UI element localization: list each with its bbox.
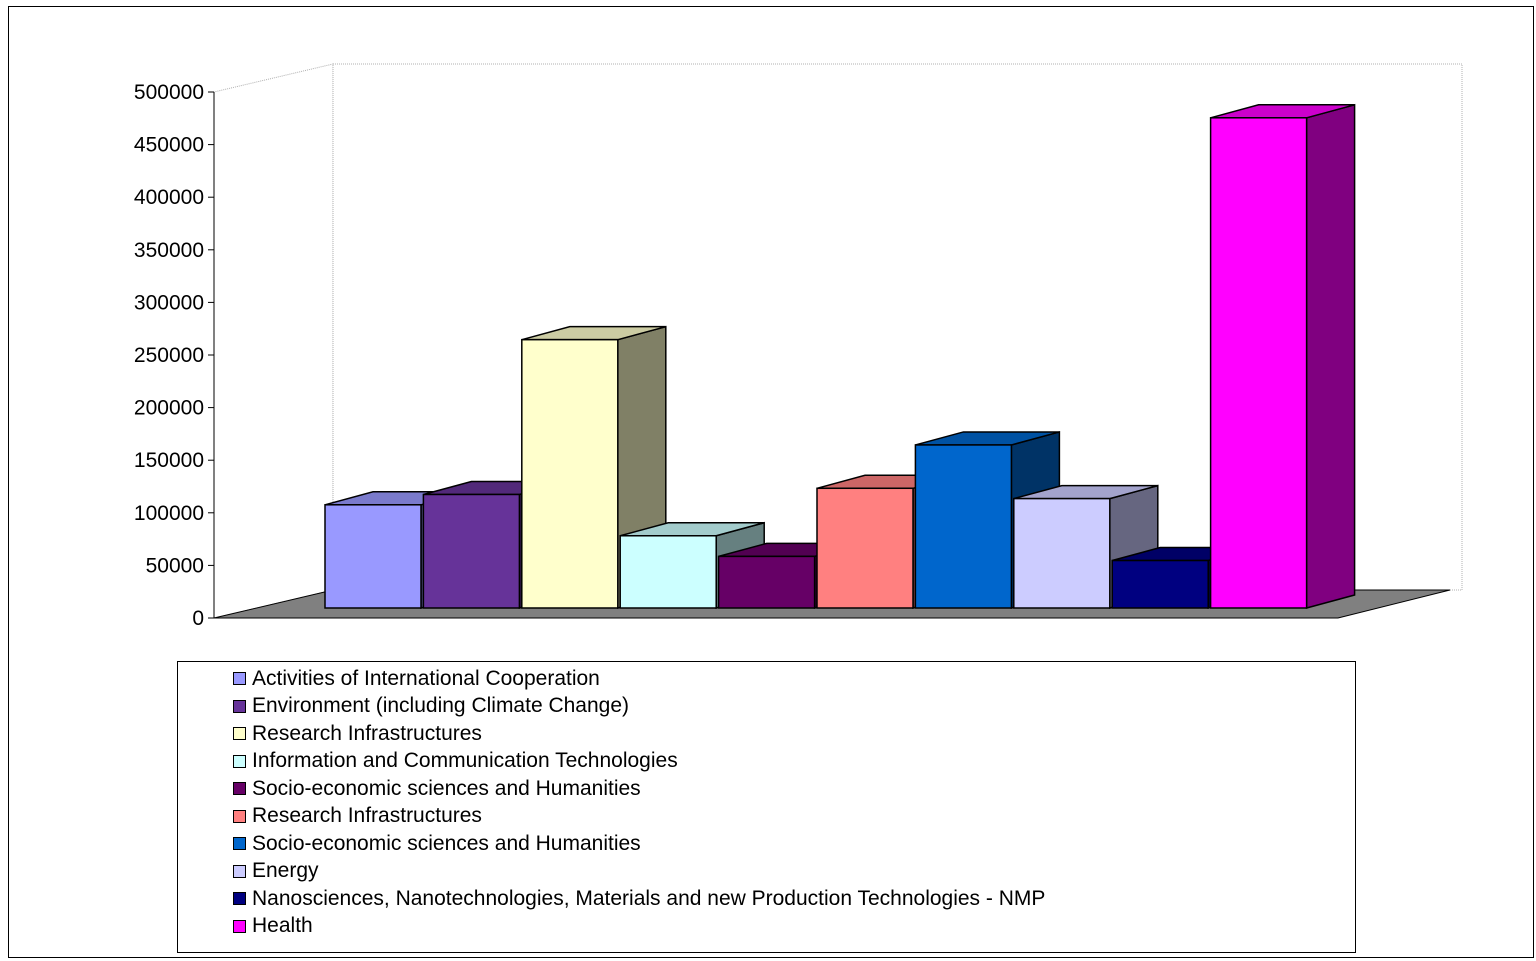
legend-swatch bbox=[233, 919, 246, 933]
chart-area bbox=[8, 6, 1534, 958]
legend-swatch bbox=[233, 727, 246, 740]
y-tick-label: 450000 bbox=[134, 134, 204, 157]
bar-front bbox=[1013, 497, 1111, 609]
legend-label: Activities of International Cooperation bbox=[252, 666, 600, 690]
legend-item: Energy bbox=[233, 858, 319, 885]
y-tick-label: 350000 bbox=[134, 239, 204, 262]
legend-label: Environment (including Climate Change) bbox=[252, 694, 630, 717]
y-tick-label: 100000 bbox=[134, 502, 204, 525]
legend-label: Energy bbox=[252, 859, 319, 882]
y-tick-label: 250000 bbox=[134, 344, 204, 367]
bar-front bbox=[422, 493, 521, 609]
legend-label: Information and Communication Technologi… bbox=[252, 749, 678, 772]
y-axis: 0 50000 100000 150000 200000 250000 300000 3500… bbox=[134, 81, 215, 630]
y-tick-label: 150000 bbox=[134, 449, 204, 472]
y-tick-label: 300000 bbox=[134, 291, 204, 314]
legend-label: Socio-economic sciences and Humanities bbox=[252, 776, 641, 800]
legend-item: Socio-economic sciences and Humanities bbox=[233, 830, 641, 857]
legend-item: Nanosciences, Nanotechnologies, Material… bbox=[233, 885, 1045, 912]
y-tick-label: 400000 bbox=[134, 186, 204, 209]
legend-item: Activities of International Cooperation bbox=[233, 665, 600, 692]
y-tick-label: 200000 bbox=[134, 397, 204, 420]
legend-swatch bbox=[233, 864, 246, 878]
legend-swatch bbox=[233, 809, 246, 823]
bar-front bbox=[521, 338, 619, 609]
y-tick-label: 500000 bbox=[134, 81, 204, 104]
side-wall bbox=[213, 63, 334, 619]
legend-label: Health bbox=[252, 914, 313, 937]
legend-item: Information and Communication Technologi… bbox=[233, 748, 678, 775]
bars bbox=[324, 103, 1356, 609]
legend-item: Research Infrastructures bbox=[233, 720, 482, 747]
legend-item: Socio-economic sciences and Humanities bbox=[233, 775, 641, 802]
legend-swatch bbox=[233, 892, 246, 905]
bar-side bbox=[1305, 103, 1356, 609]
legend-label: Research Infrastructures bbox=[252, 721, 482, 745]
legend: Activities of International Cooperation E… bbox=[177, 661, 1356, 953]
bar-front bbox=[619, 535, 717, 609]
bar-4 bbox=[619, 521, 765, 609]
legend-item: Research Infrastructures bbox=[233, 803, 482, 830]
y-tick-label: 50000 bbox=[146, 554, 204, 577]
legend-swatch bbox=[233, 837, 246, 850]
legend-swatch bbox=[233, 699, 246, 713]
legend-item: Health bbox=[233, 913, 313, 940]
legend-item: Environment (including Climate Change) bbox=[233, 693, 629, 720]
bar-front bbox=[816, 487, 914, 609]
legend-swatch bbox=[233, 754, 246, 768]
legend-swatch bbox=[233, 782, 246, 795]
bar-front bbox=[1111, 559, 1209, 609]
legend-swatch bbox=[233, 672, 246, 685]
y-tick-label: 0 bbox=[192, 607, 204, 630]
bar-front bbox=[914, 444, 1013, 609]
legend-label: Nanosciences, Nanotechnologies, Material… bbox=[252, 886, 1046, 910]
legend-label: Research Infrastructures bbox=[252, 804, 482, 827]
bar-front bbox=[717, 555, 816, 609]
bar-front bbox=[1209, 117, 1308, 609]
legend-label: Socio-economic sciences and Humanities bbox=[252, 831, 641, 855]
bar-10 bbox=[1209, 103, 1356, 609]
bar-front bbox=[324, 504, 422, 609]
